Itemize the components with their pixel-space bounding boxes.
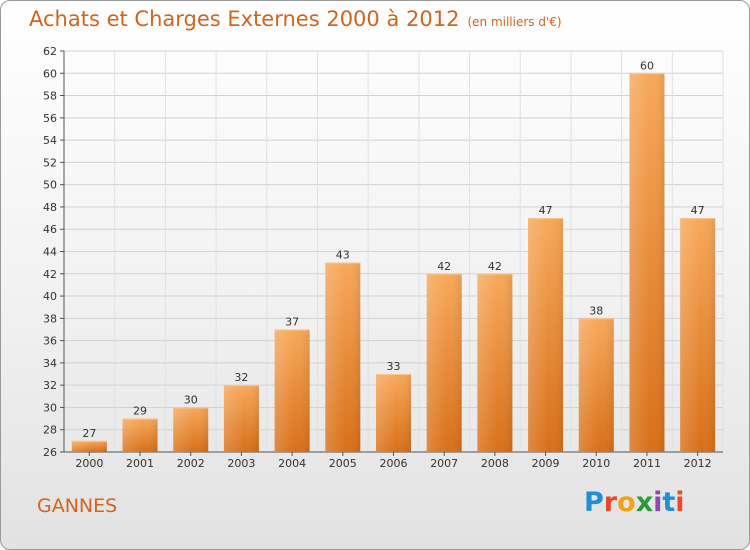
data-label: 30 — [184, 393, 198, 406]
x-tick-label: 2009 — [532, 457, 560, 470]
x-tick-label: 2008 — [481, 457, 509, 470]
y-tick-label: 50 — [43, 179, 57, 192]
bar-shading — [122, 418, 158, 452]
bar-shading — [629, 73, 665, 453]
location-label: GANNES — [37, 495, 118, 517]
bar-shading — [426, 273, 462, 452]
x-tick-label: 2010 — [582, 457, 610, 470]
logo-letter: r — [603, 487, 618, 518]
logo-letter: i — [675, 487, 685, 518]
y-tick-label: 62 — [43, 45, 57, 58]
data-label: 47 — [691, 204, 705, 217]
y-tick-label: 40 — [43, 290, 57, 303]
x-tick-label: 2006 — [380, 457, 408, 470]
y-tick-label: 48 — [43, 201, 57, 214]
chart-title: Achats et Charges Externes 2000 à 2012 (e… — [29, 7, 562, 31]
y-tick-label: 46 — [43, 223, 57, 236]
logo-letter: t — [662, 487, 676, 518]
bar-shading — [173, 407, 209, 452]
bar-shading — [376, 374, 411, 452]
data-label: 42 — [488, 260, 502, 273]
y-tick-label: 26 — [43, 446, 57, 459]
data-label: 29 — [133, 405, 147, 418]
bars — [71, 73, 716, 453]
y-tick-label: 52 — [43, 156, 57, 169]
tick-labels: 26 28 30 32 34 36 38 40 42 44 46 48 50 52 54 56 58 60 62 20… — [43, 45, 712, 470]
logo-letter: i — [653, 487, 663, 518]
bar-shading — [274, 329, 310, 452]
bar-shading — [528, 218, 564, 452]
y-tick-label: 44 — [43, 246, 57, 259]
y-tick-label: 60 — [43, 67, 57, 80]
x-tick-label: 2001 — [126, 457, 154, 470]
y-tick-label: 58 — [43, 90, 57, 103]
data-label: 47 — [539, 204, 553, 217]
logo-letter: x — [635, 487, 654, 518]
bar-shading — [71, 440, 107, 452]
logo-letter: o — [617, 487, 636, 518]
x-tick-label: 2003 — [227, 457, 255, 470]
bar-shading — [680, 218, 716, 452]
data-label: 32 — [234, 371, 248, 384]
x-tick-label: 2002 — [177, 457, 205, 470]
y-tick-label: 56 — [43, 112, 57, 125]
y-tick-label: 54 — [43, 134, 57, 147]
y-tick-label: 38 — [43, 312, 57, 325]
x-tick-label: 2004 — [278, 457, 306, 470]
data-label: 42 — [437, 260, 451, 273]
y-tick-label: 32 — [43, 379, 57, 392]
x-tick-label: 2000 — [75, 457, 103, 470]
data-label: 60 — [640, 59, 654, 72]
data-label: 38 — [589, 304, 603, 317]
y-tick-label: 28 — [43, 424, 57, 437]
x-tick-label: 2007 — [430, 457, 458, 470]
data-label: 37 — [285, 315, 299, 328]
data-label: 43 — [336, 249, 350, 262]
chart-unit: (en milliers d'€) — [467, 15, 562, 29]
bar-shading — [477, 273, 513, 452]
y-tick-label: 36 — [43, 335, 57, 348]
data-labels: 27 29 30 32 37 43 33 42 42 47 38 60 47 — [82, 59, 704, 440]
data-label: 33 — [387, 360, 401, 373]
x-tick-label: 2011 — [633, 457, 661, 470]
data-label: 27 — [82, 427, 96, 440]
chart-title-text: Achats et Charges Externes 2000 à 2012 — [29, 7, 460, 31]
bar-shading — [325, 262, 361, 452]
x-tick-label: 2012 — [684, 457, 712, 470]
proxiti-logo[interactable]: Proxiti — [584, 487, 685, 518]
bar-shading — [223, 385, 259, 452]
logo-letter: P — [584, 487, 604, 518]
bar-shading — [578, 318, 614, 452]
y-tick-label: 30 — [43, 401, 57, 414]
y-tick-label: 34 — [43, 357, 57, 370]
x-tick-label: 2005 — [329, 457, 357, 470]
y-tick-label: 42 — [43, 268, 57, 281]
